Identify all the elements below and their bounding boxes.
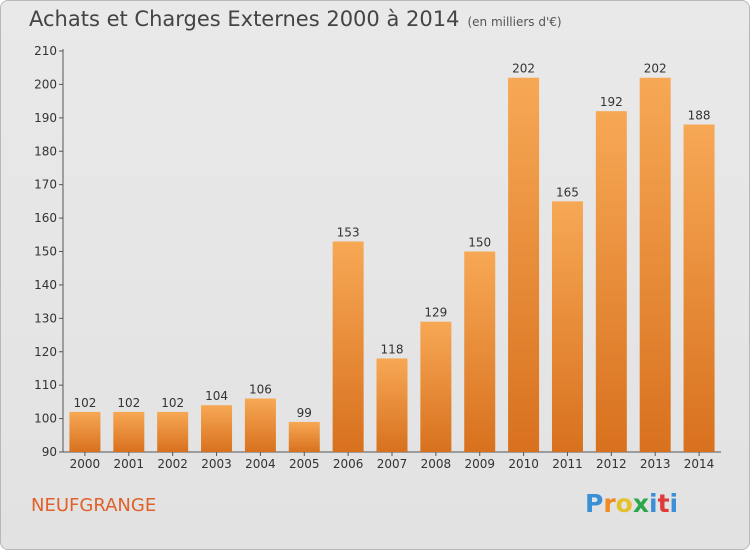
y-tick-label: 90 <box>42 445 57 459</box>
bar <box>639 77 671 452</box>
x-tick-label: 2007 <box>377 457 408 471</box>
bar <box>551 201 583 452</box>
logo-letter: x <box>632 489 649 518</box>
data-label: 118 <box>381 342 404 356</box>
data-label: 104 <box>205 389 228 403</box>
y-tick-label: 160 <box>34 211 57 225</box>
y-tick-label: 130 <box>34 311 57 325</box>
data-label: 188 <box>688 109 711 123</box>
x-tick-label: 2001 <box>114 457 145 471</box>
bar <box>508 77 540 452</box>
y-tick-label: 200 <box>34 77 57 91</box>
bar <box>683 124 715 453</box>
bar <box>332 241 364 452</box>
bar <box>376 358 408 452</box>
chart-title-text: Achats et Charges Externes 2000 à 2014 <box>29 7 460 31</box>
logo-letter: o <box>615 489 633 518</box>
x-tick-label: 2009 <box>464 457 495 471</box>
x-tick-label: 2005 <box>289 457 320 471</box>
y-tick-label: 150 <box>34 245 57 259</box>
y-tick-label: 100 <box>34 412 57 426</box>
proxiti-logo: Proxiti <box>585 489 678 518</box>
y-tick-label: 210 <box>34 44 57 58</box>
bar <box>201 405 233 452</box>
data-label: 106 <box>249 383 272 397</box>
x-tick-label: 2000 <box>70 457 101 471</box>
y-tick-label: 120 <box>34 345 57 359</box>
data-label: 102 <box>161 396 184 410</box>
chart-title: Achats et Charges Externes 2000 à 2014 (e… <box>29 7 562 31</box>
data-label: 165 <box>556 185 579 199</box>
data-label: 102 <box>117 396 140 410</box>
x-tick-label: 2010 <box>508 457 539 471</box>
data-label: 102 <box>73 396 96 410</box>
x-tick-label: 2014 <box>684 457 715 471</box>
x-tick-label: 2011 <box>552 457 583 471</box>
y-tick-label: 190 <box>34 111 57 125</box>
logo-letter: i <box>669 489 679 518</box>
data-label: 99 <box>297 406 312 420</box>
logo-letter: P <box>585 489 604 518</box>
x-tick-label: 2013 <box>640 457 671 471</box>
x-tick-label: 2002 <box>157 457 188 471</box>
bar <box>420 321 452 452</box>
y-tick-label: 140 <box>34 278 57 292</box>
bar <box>244 398 276 452</box>
bar <box>595 111 627 453</box>
bar <box>69 411 101 452</box>
logo-letter: i <box>649 489 658 518</box>
logo-letter: r <box>603 489 616 518</box>
x-tick-label: 2004 <box>245 457 276 471</box>
data-label: 192 <box>600 95 623 109</box>
commune-name: NEUFGRANGE <box>31 495 157 516</box>
data-label: 153 <box>337 225 360 239</box>
bar <box>288 421 320 452</box>
data-label: 150 <box>468 236 491 250</box>
data-label: 202 <box>644 62 667 76</box>
data-label: 202 <box>512 62 535 76</box>
y-tick-label: 110 <box>34 378 57 392</box>
bar <box>157 411 189 452</box>
bar <box>464 251 496 452</box>
x-tick-label: 2006 <box>333 457 364 471</box>
y-tick-label: 170 <box>34 178 57 192</box>
logo-letter: t <box>657 489 670 518</box>
y-tick-label: 180 <box>34 144 57 158</box>
x-tick-label: 2003 <box>201 457 232 471</box>
chart-unit: (en milliers d'€) <box>467 15 562 29</box>
x-tick-label: 2012 <box>596 457 627 471</box>
bar <box>113 411 145 452</box>
x-tick-label: 2008 <box>421 457 452 471</box>
data-label: 129 <box>424 306 447 320</box>
